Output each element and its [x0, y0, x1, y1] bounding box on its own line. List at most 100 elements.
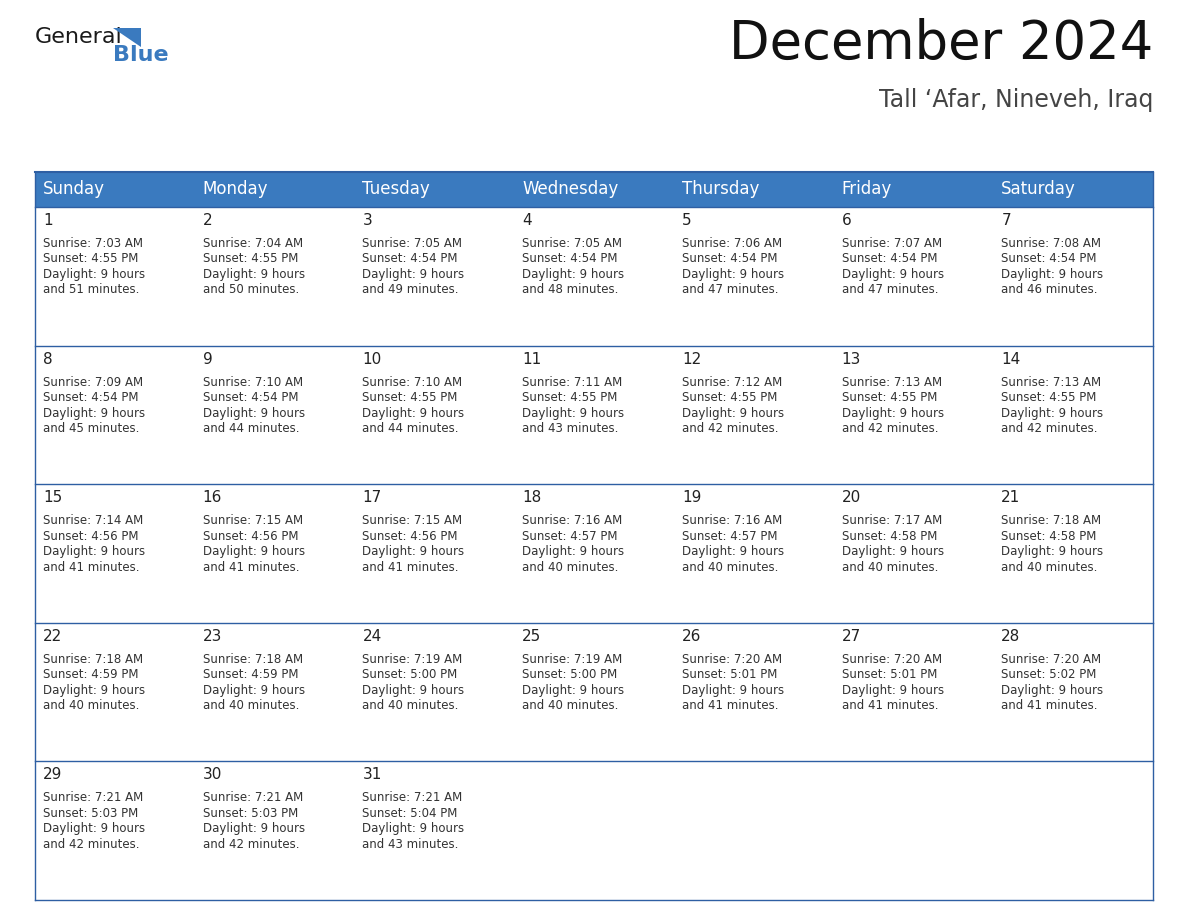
Text: Sunset: 4:55 PM: Sunset: 4:55 PM: [43, 252, 138, 265]
Text: 26: 26: [682, 629, 701, 644]
Text: and 40 minutes.: and 40 minutes.: [43, 700, 139, 712]
Text: Blue: Blue: [113, 45, 169, 65]
Text: and 41 minutes.: and 41 minutes.: [362, 561, 459, 574]
Text: 30: 30: [203, 767, 222, 782]
Text: 12: 12: [682, 352, 701, 366]
Text: Sunrise: 7:18 AM: Sunrise: 7:18 AM: [1001, 514, 1101, 527]
Text: Wednesday: Wednesday: [523, 181, 619, 198]
Bar: [834, 345, 993, 484]
Text: Sunset: 4:54 PM: Sunset: 4:54 PM: [841, 252, 937, 265]
Text: and 44 minutes.: and 44 minutes.: [362, 422, 459, 435]
Text: Saturday: Saturday: [1001, 181, 1076, 198]
Text: and 42 minutes.: and 42 minutes.: [43, 838, 139, 851]
Text: and 47 minutes.: and 47 minutes.: [682, 284, 778, 297]
Bar: [354, 622, 514, 761]
Text: 25: 25: [523, 629, 542, 644]
Text: and 40 minutes.: and 40 minutes.: [1001, 561, 1098, 574]
Text: Sunset: 4:54 PM: Sunset: 4:54 PM: [523, 252, 618, 265]
Text: Daylight: 9 hours: Daylight: 9 hours: [523, 684, 624, 697]
Text: Sunrise: 7:18 AM: Sunrise: 7:18 AM: [43, 653, 143, 666]
Text: Sunrise: 7:09 AM: Sunrise: 7:09 AM: [43, 375, 143, 388]
Text: Sunrise: 7:11 AM: Sunrise: 7:11 AM: [523, 375, 623, 388]
Text: Sunrise: 7:20 AM: Sunrise: 7:20 AM: [682, 653, 782, 666]
Text: Daylight: 9 hours: Daylight: 9 hours: [523, 407, 624, 420]
Text: Daylight: 9 hours: Daylight: 9 hours: [43, 268, 145, 281]
Bar: [993, 484, 1154, 622]
Text: Sunset: 4:57 PM: Sunset: 4:57 PM: [682, 530, 777, 543]
Text: 5: 5: [682, 213, 691, 228]
Bar: [514, 484, 674, 622]
Text: Daylight: 9 hours: Daylight: 9 hours: [841, 545, 943, 558]
Text: 27: 27: [841, 629, 861, 644]
Text: Sunrise: 7:19 AM: Sunrise: 7:19 AM: [523, 653, 623, 666]
Text: and 48 minutes.: and 48 minutes.: [523, 284, 619, 297]
Text: Sunrise: 7:20 AM: Sunrise: 7:20 AM: [1001, 653, 1101, 666]
Text: 24: 24: [362, 629, 381, 644]
Text: Daylight: 9 hours: Daylight: 9 hours: [362, 823, 465, 835]
Text: Sunset: 4:58 PM: Sunset: 4:58 PM: [1001, 530, 1097, 543]
Text: Sunrise: 7:21 AM: Sunrise: 7:21 AM: [362, 791, 462, 804]
Text: Sunrise: 7:06 AM: Sunrise: 7:06 AM: [682, 237, 782, 250]
Text: and 50 minutes.: and 50 minutes.: [203, 284, 299, 297]
Text: and 41 minutes.: and 41 minutes.: [43, 561, 139, 574]
Text: and 41 minutes.: and 41 minutes.: [1001, 700, 1098, 712]
Text: 9: 9: [203, 352, 213, 366]
Text: and 45 minutes.: and 45 minutes.: [43, 422, 139, 435]
Text: Sunrise: 7:05 AM: Sunrise: 7:05 AM: [362, 237, 462, 250]
Text: Daylight: 9 hours: Daylight: 9 hours: [682, 268, 784, 281]
Bar: [514, 622, 674, 761]
Text: Sunset: 4:59 PM: Sunset: 4:59 PM: [203, 668, 298, 681]
Bar: [674, 207, 834, 345]
Text: Monday: Monday: [203, 181, 268, 198]
Bar: [195, 172, 354, 207]
Text: Sunset: 4:56 PM: Sunset: 4:56 PM: [362, 530, 457, 543]
Text: and 43 minutes.: and 43 minutes.: [362, 838, 459, 851]
Text: Daylight: 9 hours: Daylight: 9 hours: [1001, 407, 1104, 420]
Text: Sunrise: 7:17 AM: Sunrise: 7:17 AM: [841, 514, 942, 527]
Text: and 40 minutes.: and 40 minutes.: [203, 700, 299, 712]
Text: Daylight: 9 hours: Daylight: 9 hours: [841, 407, 943, 420]
Text: 22: 22: [43, 629, 62, 644]
Text: Sunset: 4:57 PM: Sunset: 4:57 PM: [523, 530, 618, 543]
Text: Sunrise: 7:08 AM: Sunrise: 7:08 AM: [1001, 237, 1101, 250]
Text: and 43 minutes.: and 43 minutes.: [523, 422, 619, 435]
Text: and 51 minutes.: and 51 minutes.: [43, 284, 139, 297]
Text: Sunset: 4:54 PM: Sunset: 4:54 PM: [362, 252, 457, 265]
Text: 14: 14: [1001, 352, 1020, 366]
Text: Daylight: 9 hours: Daylight: 9 hours: [43, 407, 145, 420]
Text: and 44 minutes.: and 44 minutes.: [203, 422, 299, 435]
Text: Sunset: 4:54 PM: Sunset: 4:54 PM: [43, 391, 139, 404]
Text: Sunset: 4:55 PM: Sunset: 4:55 PM: [362, 391, 457, 404]
Text: Sunset: 5:03 PM: Sunset: 5:03 PM: [43, 807, 138, 820]
Text: Daylight: 9 hours: Daylight: 9 hours: [43, 545, 145, 558]
Text: Sunset: 4:55 PM: Sunset: 4:55 PM: [1001, 391, 1097, 404]
Bar: [195, 207, 354, 345]
Text: Daylight: 9 hours: Daylight: 9 hours: [682, 545, 784, 558]
Bar: [514, 761, 674, 900]
Text: Daylight: 9 hours: Daylight: 9 hours: [203, 823, 305, 835]
Text: Sunset: 4:56 PM: Sunset: 4:56 PM: [203, 530, 298, 543]
Text: Friday: Friday: [841, 181, 892, 198]
Text: and 40 minutes.: and 40 minutes.: [362, 700, 459, 712]
Text: Tuesday: Tuesday: [362, 181, 430, 198]
Text: and 40 minutes.: and 40 minutes.: [841, 561, 939, 574]
Text: Sunrise: 7:14 AM: Sunrise: 7:14 AM: [43, 514, 144, 527]
Text: Sunrise: 7:16 AM: Sunrise: 7:16 AM: [523, 514, 623, 527]
Text: and 40 minutes.: and 40 minutes.: [682, 561, 778, 574]
Bar: [674, 172, 834, 207]
Text: and 42 minutes.: and 42 minutes.: [841, 422, 939, 435]
Text: 21: 21: [1001, 490, 1020, 505]
Bar: [674, 622, 834, 761]
Text: and 42 minutes.: and 42 minutes.: [203, 838, 299, 851]
Text: 23: 23: [203, 629, 222, 644]
Text: Sunrise: 7:19 AM: Sunrise: 7:19 AM: [362, 653, 462, 666]
Text: Daylight: 9 hours: Daylight: 9 hours: [523, 268, 624, 281]
Bar: [354, 207, 514, 345]
Text: 28: 28: [1001, 629, 1020, 644]
Bar: [834, 622, 993, 761]
Text: 6: 6: [841, 213, 852, 228]
Text: and 47 minutes.: and 47 minutes.: [841, 284, 939, 297]
Bar: [354, 484, 514, 622]
Text: Sunrise: 7:05 AM: Sunrise: 7:05 AM: [523, 237, 623, 250]
Bar: [34, 172, 195, 207]
